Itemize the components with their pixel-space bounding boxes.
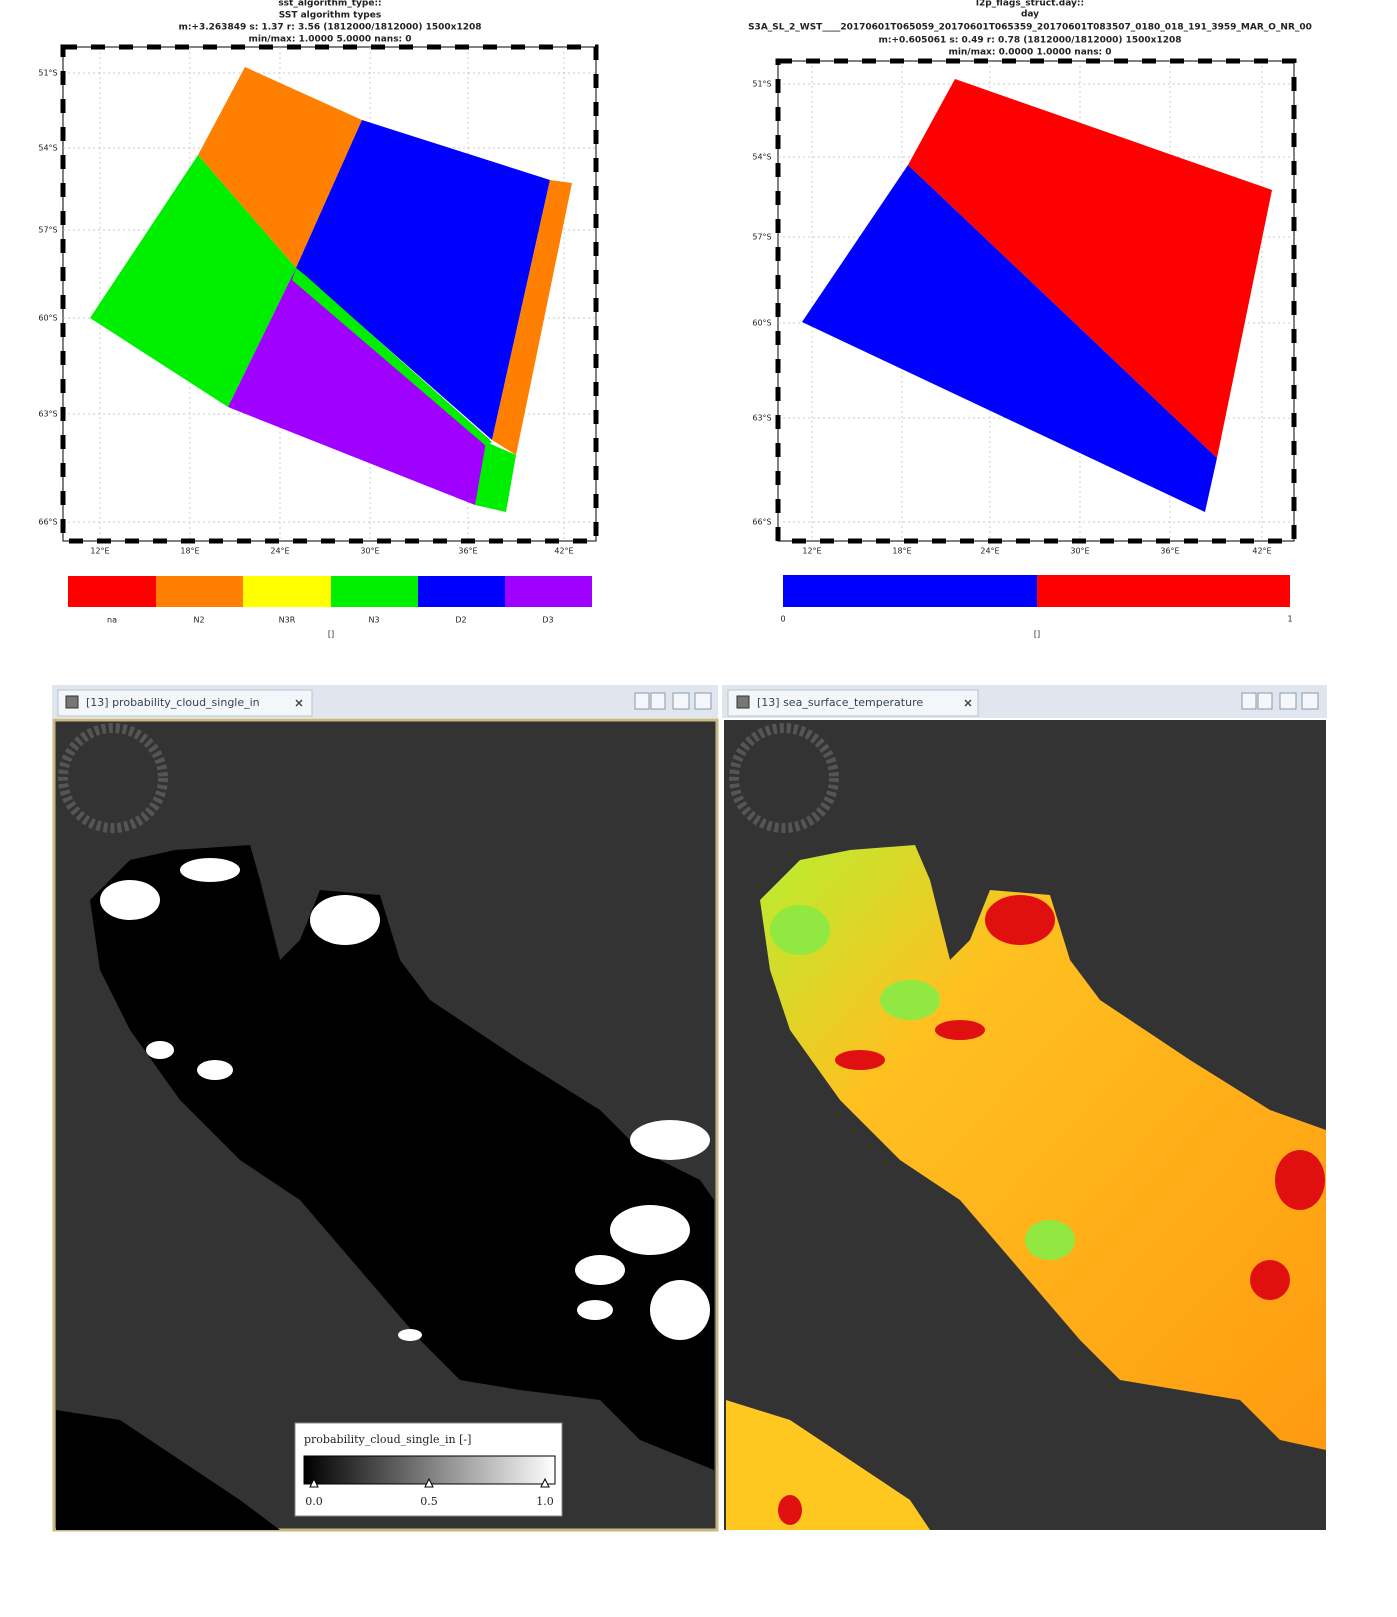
colorbar-label: na — [107, 616, 117, 625]
y-tick-label: 60°S — [752, 319, 771, 328]
x-tick-label: 18°E — [892, 547, 911, 556]
x-tick-label: 30°E — [360, 547, 379, 556]
y-tick-label: 63°S — [38, 410, 57, 419]
colorbar — [783, 575, 1290, 607]
plot-title: min/max: 0.0000 1.0000 nans: 0 — [948, 48, 1111, 58]
plot-title: m:+3.263849 s: 1.37 r: 3.56 (1812000/181… — [178, 23, 481, 33]
legend-tick-label: 0.5 — [420, 1495, 438, 1508]
y-tick-label: 57°S — [752, 233, 771, 242]
plot-title: sst_algorithm_type:: — [278, 0, 381, 9]
colorbar-label: D3 — [542, 616, 553, 625]
colorbar-label: N3R — [279, 616, 296, 625]
x-tick-label: 42°E — [1252, 547, 1271, 556]
tab-controls[interactable] — [1242, 693, 1318, 709]
map-plot-right — [778, 61, 1294, 607]
colorbar-label: 1 — [1287, 615, 1292, 624]
y-tick-label: 51°S — [752, 80, 771, 89]
legend-title: probability_cloud_single_in [-] — [304, 1433, 471, 1446]
x-tick-label: 30°E — [1070, 547, 1089, 556]
plot-title: day — [1021, 10, 1039, 20]
plot-title: m:+0.605061 s: 0.49 r: 0.78 (1812000/181… — [878, 36, 1181, 46]
colorbar-label: D2 — [455, 616, 466, 625]
page: sst_algorithm_type::SST algorithm typesm… — [0, 0, 1397, 1617]
x-tick-label: 36°E — [1160, 547, 1179, 556]
tab-label: [13] sea_surface_temperature — [757, 696, 923, 709]
tab-controls[interactable] — [635, 693, 711, 709]
plot-title: S3A_SL_2_WST____20170601T065059_20170601… — [748, 23, 1312, 33]
plot-title: l2p_flags_struct.day:: — [976, 0, 1084, 9]
legend-tick-label: 1.0 — [536, 1495, 554, 1508]
colorbar-unit: [] — [328, 630, 334, 639]
colorbar-unit: [] — [1034, 630, 1040, 639]
colorbar — [68, 576, 592, 607]
colorbar-label: N2 — [193, 616, 204, 625]
plot-title: min/max: 1.0000 5.0000 nans: 0 — [248, 35, 411, 45]
x-tick-label: 12°E — [90, 547, 109, 556]
y-tick-label: 54°S — [38, 144, 57, 153]
legend-tick-label: 0.0 — [305, 1495, 323, 1508]
y-tick-label: 63°S — [752, 414, 771, 423]
plot-title: SST algorithm types — [279, 11, 381, 21]
view-panel-left — [52, 685, 718, 1530]
x-tick-label: 18°E — [180, 547, 199, 556]
y-tick-label: 54°S — [752, 153, 771, 162]
tab-label: [13] probability_cloud_single_in — [86, 696, 260, 709]
y-tick-label: 51°S — [38, 69, 57, 78]
x-tick-label: 24°E — [270, 547, 289, 556]
colorbar-label: 0 — [780, 615, 785, 624]
map-plot-left — [63, 47, 596, 607]
view-panel-right — [722, 685, 1327, 1530]
y-tick-label: 60°S — [38, 314, 57, 323]
x-tick-label: 36°E — [458, 547, 477, 556]
colorbar-label: N3 — [368, 616, 379, 625]
y-tick-label: 66°S — [38, 518, 57, 527]
x-tick-label: 24°E — [980, 547, 999, 556]
x-tick-label: 42°E — [554, 547, 573, 556]
y-tick-label: 66°S — [752, 518, 771, 527]
y-tick-label: 57°S — [38, 226, 57, 235]
x-tick-label: 12°E — [802, 547, 821, 556]
